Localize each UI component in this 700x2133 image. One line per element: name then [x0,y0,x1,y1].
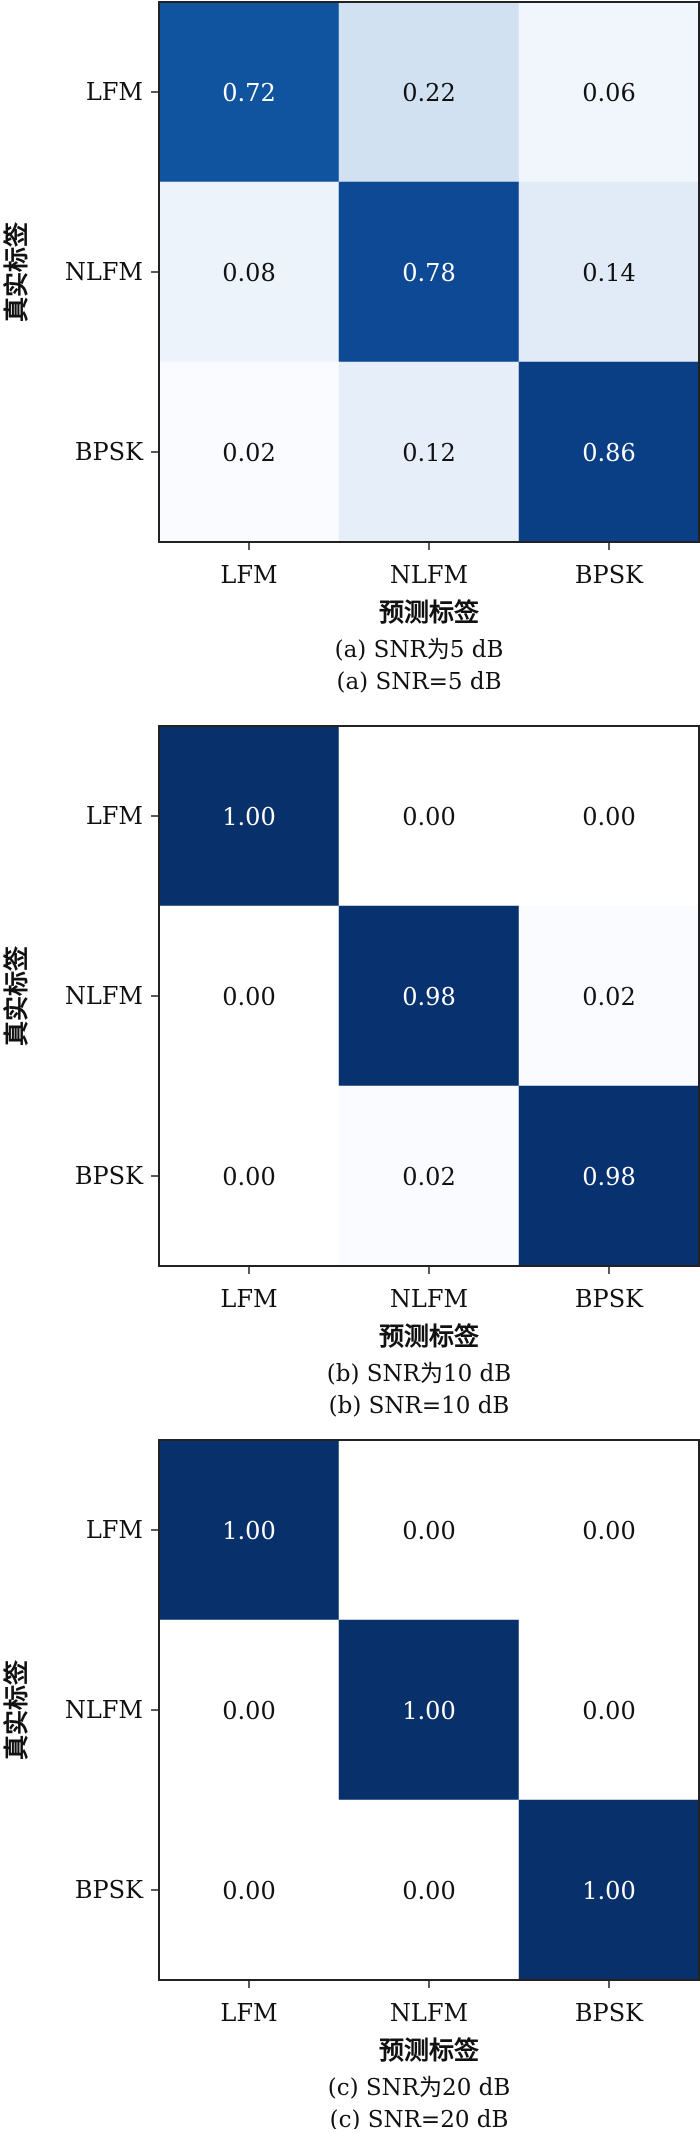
caption-cn: (b) SNR为10 dB [327,1361,511,1387]
y-axis-title: 真实标签 [2,1659,31,1760]
x-axis-title: 预测标签 [379,1322,480,1351]
heatmap-cell [518,1085,700,1267]
heatmap-cell [518,725,700,907]
heatmap-cell [158,1619,340,1801]
x-tick-label: LFM [220,1999,277,2027]
cell-value-label: 1.00 [222,1517,275,1545]
cell-value-label: 0.02 [582,983,635,1011]
y-tick-label: BPSK [75,1162,144,1190]
x-tick-label: BPSK [575,561,644,589]
cell-value-label: 0.86 [582,439,635,467]
cell-value-label: 0.06 [582,79,635,107]
cell-value-label: 0.00 [582,1517,635,1545]
heatmap-cell [518,905,700,1087]
y-tick-label: LFM [86,802,143,830]
x-axis-title: 预测标签 [379,598,480,627]
heatmap-cell [338,725,520,907]
cell-value-label: 0.72 [222,79,275,107]
confusion-matrix-3: 1.00 0.00 0.00 0.00 1.00 0.00 0.00 0.00 1.00 LFM N… [2,1439,700,2133]
confusion-matrix-1: 0.72 0.22 0.06 0.08 0.78 0.14 0.02 0.12 0.86 LFM N… [2,1,700,695]
cell-value-label: 0.12 [402,439,455,467]
cell-value-label: 0.00 [402,803,455,831]
y-tick-label: BPSK [75,1876,144,1904]
cell-value-label: 1.00 [582,1877,635,1905]
cell-value-label: 0.08 [222,259,275,287]
x-tick-label: LFM [220,561,277,589]
x-tick-label: BPSK [575,1285,644,1313]
cell-value-label: 0.22 [402,79,455,107]
cell-value-label: 0.14 [582,259,635,287]
heatmap-cell [338,905,520,1087]
heatmap-cell [518,181,700,363]
x-axis-title: 预测标签 [379,2036,480,2065]
y-tick-label: NLFM [65,982,143,1010]
cell-value-label: 0.00 [582,803,635,831]
y-axis-title: 真实标签 [2,945,31,1046]
cell-value-label: 1.00 [402,1697,455,1725]
x-tick-label: LFM [220,1285,277,1313]
heatmap-cell [158,1085,340,1267]
heatmap-cell [158,1439,340,1621]
heatmap-cell [338,1439,520,1621]
y-tick-label: LFM [86,78,143,106]
cell-value-label: 0.00 [222,1877,275,1905]
cell-value-label: 0.02 [222,439,275,467]
caption-en: (a) SNR=5 dB [336,669,501,695]
heatmap-cell [158,1,340,183]
y-tick-label: LFM [86,1516,143,1544]
y-axis-title: 真实标签 [2,221,31,322]
heatmap-cell [338,181,520,363]
heatmap-cell [338,361,520,543]
heatmap-cell [338,1085,520,1267]
heatmap-cell [338,1799,520,1981]
cell-value-label: 0.00 [222,983,275,1011]
heatmap-cell [158,181,340,363]
cell-value-label: 0.00 [402,1877,455,1905]
confusion-matrix-2: 1.00 0.00 0.00 0.00 0.98 0.02 0.00 0.02 0.98 LFM N… [2,725,700,1419]
heatmap-cell [338,1,520,183]
heatmap-cell [518,1619,700,1801]
heatmap-cell [518,1799,700,1981]
caption-cn: (a) SNR为5 dB [335,637,504,663]
x-tick-label: NLFM [390,1285,468,1313]
cell-value-label: 0.78 [402,259,455,287]
caption-en: (b) SNR=10 dB [329,1393,510,1419]
cell-value-label: 0.00 [222,1163,275,1191]
heatmap-cell [158,1799,340,1981]
heatmap-cell [518,1439,700,1621]
cell-value-label: 0.00 [402,1517,455,1545]
cell-value-label: 0.00 [582,1697,635,1725]
x-tick-label: NLFM [390,1999,468,2027]
caption-cn: (c) SNR为20 dB [328,2075,511,2101]
heatmap-cell [158,905,340,1087]
cell-value-label: 0.00 [222,1697,275,1725]
y-tick-label: NLFM [65,1696,143,1724]
heatmap-cell [338,1619,520,1801]
cell-value-label: 0.02 [402,1163,455,1191]
caption-en: (c) SNR=20 dB [330,2107,509,2129]
cell-value-label: 0.98 [582,1163,635,1191]
cell-value-label: 0.98 [402,983,455,1011]
y-tick-label: BPSK [75,438,144,466]
cell-value-label: 1.00 [222,803,275,831]
y-tick-label: NLFM [65,258,143,286]
x-tick-label: NLFM [390,561,468,589]
heatmap-cell [158,361,340,543]
x-tick-label: BPSK [575,1999,644,2027]
